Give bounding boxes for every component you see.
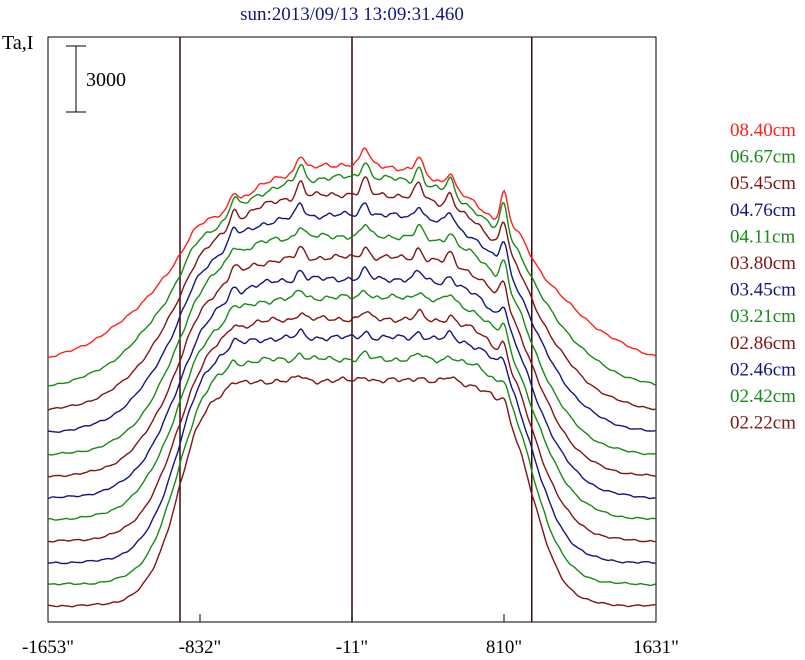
series-line-03-21cm (47, 289, 656, 521)
chart-title: sun:2013/09/13 13:09:31.460 (240, 4, 464, 25)
series-line-04-76cm (47, 201, 656, 434)
series-line-03-45cm (47, 265, 656, 500)
legend-entry: 02.86cm (730, 333, 796, 354)
series-line-02-22cm (47, 375, 656, 608)
legend-entry: 03.21cm (730, 306, 796, 327)
series-line-08-40cm (47, 147, 656, 359)
legend-entry: 04.11cm (730, 226, 795, 247)
series-line-04-11cm (47, 223, 656, 456)
series-line-02-42cm (47, 350, 656, 587)
legend-entry: 03.45cm (730, 280, 796, 301)
x-axis-ticks: -1653" -832" -11" 810" 1631" (22, 614, 679, 658)
x-tick-label: 810" (486, 637, 522, 658)
legend-entry: 03.80cm (730, 253, 796, 274)
series-line-06-67cm (47, 162, 656, 387)
x-tick-label: 1631" (633, 637, 679, 658)
series-line-02-86cm (47, 308, 656, 543)
series-line-02-46cm (47, 328, 656, 565)
series-line-03-80cm (47, 245, 656, 478)
legend-entry: 05.45cm (730, 173, 796, 194)
series-curves (47, 147, 656, 608)
x-tick-label: -1653" (22, 637, 74, 658)
legend: 08.40cm 06.67cm 05.45cm 04.76cm 04.11cm 03.80… (730, 120, 796, 434)
x-tick-label: -11" (336, 637, 368, 658)
legend-entry: 08.40cm (730, 120, 796, 141)
series-line-05-45cm (47, 176, 656, 411)
legend-entry: 02.42cm (730, 386, 796, 407)
x-tick-label: -832" (179, 637, 222, 658)
legend-entry: 04.76cm (730, 200, 796, 221)
legend-entry: 02.22cm (730, 413, 796, 434)
legend-entry: 02.46cm (730, 359, 796, 380)
scale-bar: 3000 (66, 45, 126, 113)
y-axis-label: Ta,I (2, 32, 33, 54)
scale-bar-label: 3000 (86, 69, 126, 91)
legend-entry: 06.67cm (730, 147, 796, 168)
vertical-markers (179, 37, 533, 622)
